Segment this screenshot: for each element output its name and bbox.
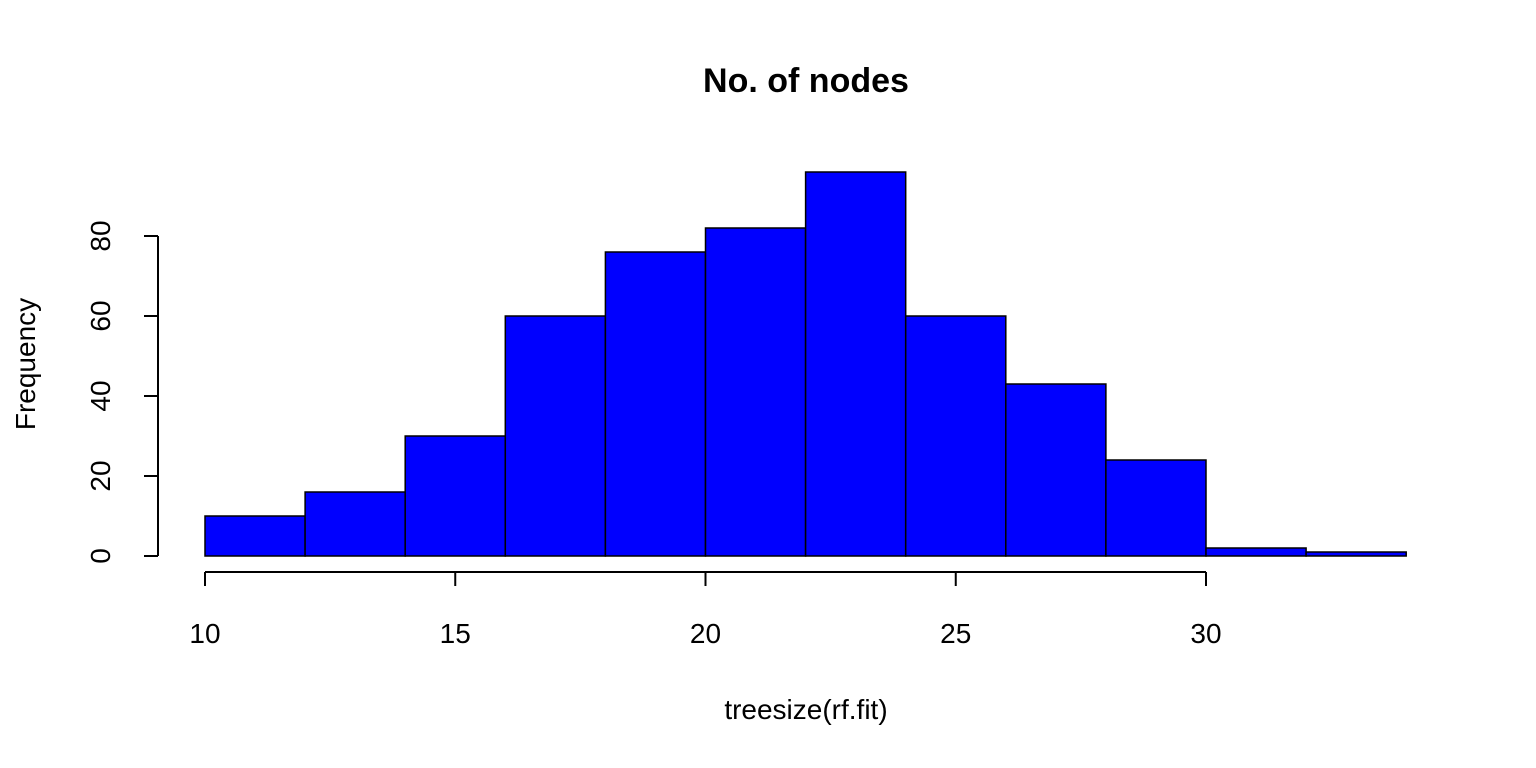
- x-tick-label-10: 10: [189, 618, 220, 649]
- histogram-bar-18-20: [604, 251, 707, 557]
- x-tick-label-30: 30: [1190, 618, 1221, 649]
- histogram-bar-20-22: [704, 227, 807, 557]
- chart-title: No. of nodes: [703, 62, 909, 100]
- x-tick-label-25: 25: [940, 618, 971, 649]
- histogram-bar-22-24: [804, 171, 907, 557]
- histogram-bar-16-18: [504, 315, 607, 557]
- y-tick-label-60: 60: [85, 300, 116, 331]
- x-ticks-group: 10 15 20 25 30: [189, 572, 1222, 649]
- histogram-bar-28-30: [1105, 459, 1207, 557]
- histogram-bar-30-32: [1205, 547, 1307, 557]
- histogram-bar-24-26: [904, 315, 1007, 557]
- histogram-bar-10-12: [204, 515, 306, 557]
- y-tick-label-20: 20: [85, 460, 116, 491]
- histogram-bar-12-14: [304, 491, 406, 557]
- y-ticks-group: 0 20 40 60 80: [85, 220, 158, 564]
- y-tick-label-40: 40: [85, 380, 116, 411]
- y-axis-label: Frequency: [10, 298, 41, 430]
- histogram-bar-32-34: [1305, 551, 1407, 557]
- y-tick-label-80: 80: [85, 220, 116, 251]
- x-axis-label: treesize(rf.fit): [724, 694, 887, 725]
- x-tick-label-15: 15: [440, 618, 471, 649]
- bars-group: [204, 171, 1407, 557]
- histogram-bar-14-16: [404, 435, 507, 557]
- y-tick-label-0: 0: [85, 548, 116, 564]
- x-tick-label-20: 20: [690, 618, 721, 649]
- histogram-bar-26-28: [1005, 383, 1107, 557]
